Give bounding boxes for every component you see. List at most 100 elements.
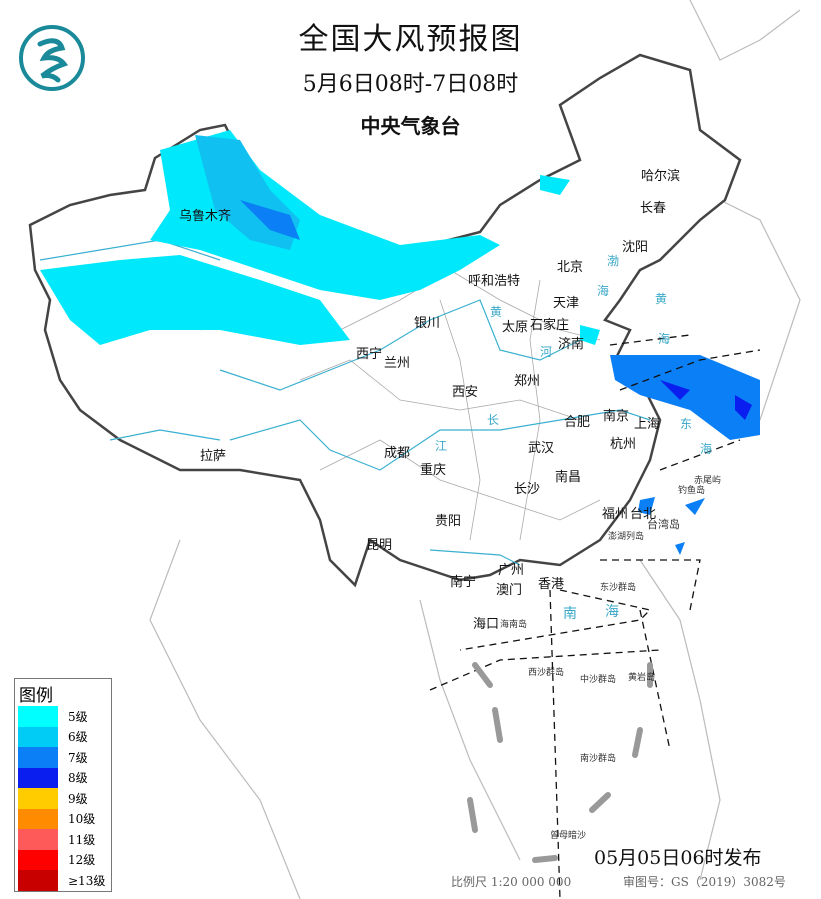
legend-label: 10级 [68,812,96,827]
city-label: 贵阳 [435,514,462,529]
legend-title: 图例 [19,686,53,706]
city-label: 杭州 [610,437,637,452]
city-label: 南昌 [555,470,582,485]
wind-areas [40,130,760,555]
island-label: 海南岛 [500,620,528,630]
legend-item: 10级 [15,808,111,829]
city-label: 海口 [473,617,500,632]
wind-area-level5 [40,255,350,345]
sea-label: 南 [563,606,577,622]
city-label: 拉萨 [200,449,227,464]
city-label: 天津 [553,296,580,311]
legend-swatch [18,788,58,809]
legend-item: 6级 [15,726,111,747]
legend-label: 6级 [68,730,88,745]
city-label: 乌鲁木齐 [179,209,232,224]
legend-item: 8级 [15,767,111,788]
city-label: 成都 [384,446,411,461]
city-label: 武汉 [528,441,555,456]
island-label: 澎湖列岛 [608,532,645,542]
legend-swatch [18,767,58,788]
legend: 图例 5级 6级 7级 8级 9级 10级 11级 12级 ≥13级 [14,678,112,892]
sea-label: 海 [658,332,671,346]
island-label: 曾母暗沙 [550,831,587,841]
city-label: 南京 [603,409,630,424]
city-label: 银川 [414,316,441,331]
island-label: 台湾岛 [647,518,680,531]
river-label: 江 [435,439,448,453]
river-label: 长 [487,413,500,427]
legend-swatch [18,747,58,768]
issuing-agency: 中央气象台 [360,114,461,138]
island-label: 西沙群岛 [528,668,565,678]
city-label: 长春 [640,201,667,216]
sea-label: 海 [605,604,619,620]
issue-time: 05月05日06时发布 [594,847,762,869]
wind-area-level7 [610,355,760,440]
city-label: 昆明 [366,538,393,553]
island-label: 赤尾屿 [694,476,722,486]
city-label: 上海 [634,417,661,432]
city-label: 济南 [558,337,585,352]
island-label: 东沙群岛 [600,583,637,593]
legend-swatch [18,849,58,870]
legend-label: 5级 [68,709,88,724]
city-label: 太原 [502,320,529,335]
city-label: 北京 [557,260,584,275]
legend-swatch [18,870,58,891]
city-label: 香港 [538,577,565,592]
legend-item: 11级 [15,829,111,850]
city-label: 西宁 [356,347,383,362]
legend-swatch [18,726,58,747]
legend-label: 7级 [68,750,88,765]
wind-area-level7 [240,200,300,240]
city-label: 澳门 [496,583,523,598]
rivers [39,239,651,566]
city-label: 呼和浩特 [468,274,521,289]
city-label: 长沙 [514,482,541,497]
legend-item: 5级 [15,706,111,727]
river-label: 河 [540,345,553,359]
sea-label: 海 [700,442,713,456]
sea-area-boundaries [429,334,761,899]
city-label: 福州 [602,507,629,522]
city-label: 沈阳 [622,240,649,255]
sea-label: 东 [680,417,693,431]
legend-swatch [18,808,58,829]
legend-label: ≥13级 [68,873,106,888]
city-label: 广州 [498,563,525,578]
map-review-number: 审图号：GS（2019）3082号 [623,875,786,889]
city-label: 台北 [630,507,657,522]
city-label: 合肥 [564,415,591,430]
wind-area-level8 [660,380,752,420]
legend-label: 12级 [68,853,96,868]
sea-label: 黄 [655,292,668,306]
legend-label: 9级 [68,791,88,806]
city-label: 石家庄 [530,318,570,333]
legend-item: 12级 [15,849,111,870]
nine-dash-line [467,662,653,863]
legend-item: ≥13级 [15,870,111,891]
city-label: 南宁 [450,575,477,590]
legend-item: 9级 [15,788,111,809]
legend-swatch [18,829,58,850]
island-label: 南沙群岛 [580,754,617,764]
legend-label: 11级 [68,832,96,847]
map-scale: 比例尺 1:20 000 000 [451,875,572,889]
legend-label: 8级 [68,771,88,786]
sea-label: 海 [597,284,610,298]
forecast-period: 5月6日08时-7日08时 [302,72,519,97]
island-label: 黄岩岛 [628,673,656,683]
cma-logo-icon [19,25,85,91]
city-label: 兰州 [384,356,411,371]
neighbor-borders [149,0,801,899]
island-label: 中沙群岛 [580,675,617,685]
city-label: 西安 [452,385,479,400]
legend-item: 7级 [15,747,111,768]
river-label: 黄 [490,305,503,319]
legend-swatch [18,706,58,727]
city-label: 重庆 [420,463,447,478]
sea-label: 渤 [607,254,620,268]
